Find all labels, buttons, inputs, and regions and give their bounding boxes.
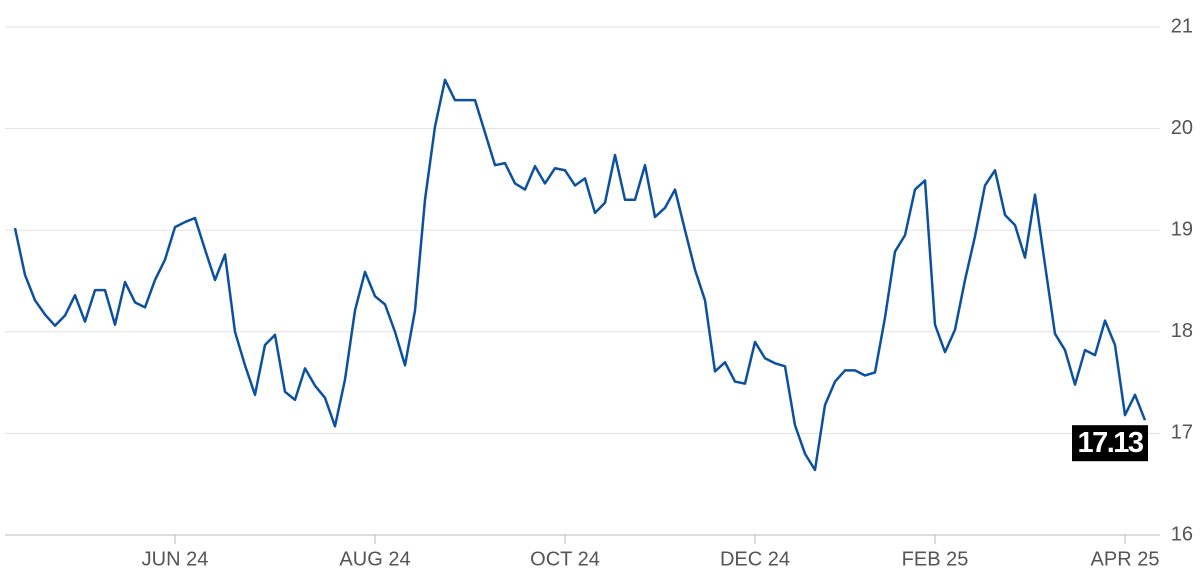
x-tick-label: APR 25 [1091,548,1160,570]
y-tick-label: 18 [1171,320,1193,342]
x-tick-label: DEC 24 [720,548,790,570]
value-label: 17.13 [1077,427,1143,459]
y-tick-label: 16 [1171,523,1193,545]
price-line [13,78,1147,472]
y-tick-label: 21 [1171,15,1193,37]
x-tick-label: AUG 24 [339,548,410,570]
x-tick-label: JUN 24 [142,548,209,570]
y-tick-label: 20 [1171,117,1193,139]
y-tick-label: 19 [1171,218,1193,240]
x-tick-label: FEB 25 [902,548,969,570]
x-tick-label: OCT 24 [530,548,600,570]
value-label-box [1072,425,1148,462]
y-tick-label: 17 [1171,422,1193,444]
